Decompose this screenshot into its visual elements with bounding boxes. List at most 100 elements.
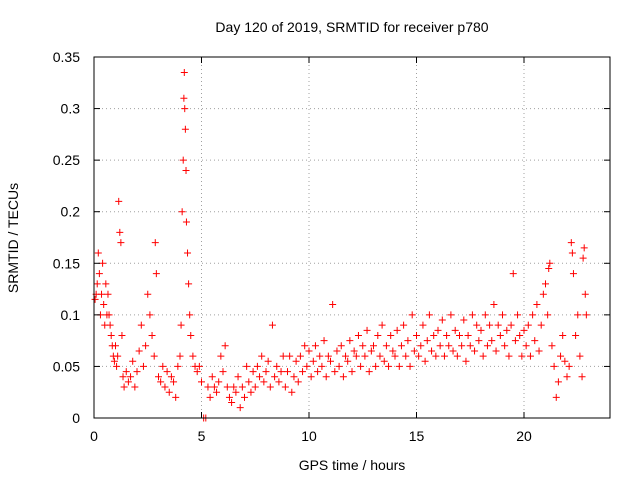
data-point-marker [567, 239, 575, 247]
data-point-marker [430, 331, 438, 339]
y-tick-label: 0.3 [61, 101, 81, 117]
data-point-marker [576, 352, 584, 360]
data-point-marker [581, 290, 589, 298]
data-point-marker [499, 311, 506, 319]
plot-frame [93, 56, 611, 419]
data-point-marker [223, 383, 231, 391]
data-point-marker [376, 352, 384, 360]
data-point-marker [118, 331, 126, 339]
y-tick-label: 0.35 [53, 49, 80, 65]
data-point-marker [135, 347, 143, 355]
data-point-marker [419, 321, 427, 329]
data-point-marker [554, 378, 562, 386]
data-point-marker [475, 337, 483, 345]
data-point-marker [182, 218, 190, 226]
data-point-marker [428, 347, 436, 355]
data-point-marker [374, 331, 382, 339]
data-point-marker [344, 357, 352, 365]
data-point-marker [292, 357, 300, 365]
data-point-marker [404, 337, 412, 345]
data-point-marker [550, 362, 558, 370]
data-point-marker [438, 316, 446, 324]
data-point-marker [99, 259, 107, 267]
data-point-marker [432, 352, 440, 360]
data-point-marker [230, 383, 238, 391]
data-point-marker [189, 352, 197, 360]
data-point-marker [391, 352, 399, 360]
data-points [91, 68, 590, 422]
y-tick-label: 0.15 [53, 255, 80, 271]
data-point-marker [580, 244, 588, 252]
data-point-marker [294, 378, 302, 386]
data-point-marker [316, 352, 324, 360]
data-point-marker [545, 264, 553, 272]
data-point-marker [225, 393, 233, 401]
data-point-marker [443, 331, 451, 339]
data-point-marker [436, 342, 444, 350]
data-point-marker [102, 280, 110, 288]
data-point-marker [204, 383, 212, 391]
data-point-marker [299, 368, 307, 376]
data-point-marker [170, 378, 178, 386]
data-point-marker [157, 378, 165, 386]
data-point-marker [178, 208, 186, 216]
data-point-marker [193, 368, 201, 376]
data-point-marker [542, 280, 549, 288]
x-tick-label: 15 [409, 428, 425, 444]
data-point-marker [473, 321, 481, 329]
data-point-marker [286, 352, 294, 360]
data-point-marker [159, 362, 167, 370]
data-point-marker [372, 362, 380, 370]
data-point-marker [546, 259, 554, 267]
data-point-marker [582, 311, 590, 319]
data-point-marker [477, 326, 485, 334]
data-point-marker [309, 357, 317, 365]
data-point-marker [339, 373, 347, 381]
data-point-marker [524, 321, 532, 329]
data-point-marker [505, 352, 513, 360]
data-point-marker [264, 357, 272, 365]
data-point-marker [94, 249, 102, 257]
data-point-marker [195, 362, 203, 370]
data-point-marker [279, 352, 287, 360]
data-point-marker [367, 347, 375, 355]
data-point-marker [146, 311, 154, 319]
data-point-marker [110, 357, 118, 365]
data-point-marker [114, 352, 122, 360]
data-point-marker [301, 342, 309, 350]
data-point-marker [112, 342, 119, 350]
data-point-marker [370, 342, 377, 350]
data-point-marker [150, 352, 158, 360]
data-point-marker [262, 368, 270, 376]
data-point-marker [331, 368, 339, 376]
data-point-marker [346, 337, 354, 345]
data-point-marker [417, 342, 425, 350]
data-point-marker [180, 68, 188, 76]
data-point-marker [471, 347, 479, 355]
data-point-marker [440, 352, 448, 360]
data-point-marker [479, 352, 487, 360]
data-point-marker [163, 368, 171, 376]
data-point-marker [127, 373, 135, 381]
data-point-marker [91, 295, 99, 303]
data-point-marker [243, 362, 251, 370]
x-tick-label: 0 [90, 428, 98, 444]
data-point-marker [449, 347, 457, 355]
data-point-marker [533, 301, 541, 309]
data-point-marker [561, 357, 569, 365]
data-point-marker [318, 362, 326, 370]
data-point-marker [234, 373, 242, 381]
data-point-marker [129, 357, 137, 365]
data-point-marker [124, 378, 132, 386]
data-point-marker [569, 270, 577, 278]
data-point-marker [120, 383, 128, 391]
data-point-marker [245, 378, 253, 386]
data-point-marker [296, 352, 304, 360]
data-point-marker [516, 331, 524, 339]
data-point-marker [531, 337, 539, 345]
data-point-marker [579, 254, 587, 262]
data-point-marker [314, 368, 322, 376]
data-point-marker [167, 373, 175, 381]
data-point-marker [397, 342, 405, 350]
